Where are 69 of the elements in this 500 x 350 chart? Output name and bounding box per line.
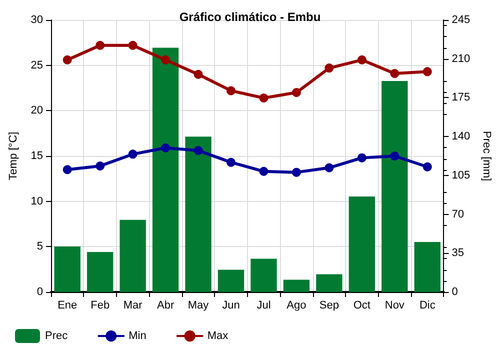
chart-title: Gráfico climático - Embu [179, 10, 321, 24]
point [324, 64, 334, 73]
y-axis-title: Temp [°C] [8, 132, 20, 180]
bar [414, 242, 440, 292]
point [292, 88, 301, 98]
bar [152, 48, 179, 292]
x-tick-label: Ene [58, 300, 78, 312]
y2-tick-label: 0 [452, 286, 458, 298]
x-tick-label: Oct [353, 300, 370, 312]
x-tick-label: Feb [90, 300, 110, 312]
y2-axis-title: Prec [mm] [480, 130, 492, 182]
bar [54, 246, 80, 292]
legend-label: Prec [45, 330, 68, 342]
x-tick-label: Dic [419, 300, 436, 312]
x-tick-label: Nov [384, 300, 405, 312]
point [62, 55, 72, 64]
y2-tick-label: 105 [452, 169, 470, 182]
x-tick-label: Sep [319, 300, 339, 312]
bar [348, 196, 376, 292]
point [357, 153, 366, 162]
x-tick-label: Mar [123, 300, 143, 312]
point [161, 143, 170, 152]
x-tick-label: May [188, 300, 210, 312]
point [226, 86, 236, 96]
point [390, 68, 400, 78]
bar [283, 280, 310, 292]
point [292, 168, 301, 177]
bar [87, 252, 114, 292]
y2-tick-label: 210 [452, 52, 470, 65]
point [128, 150, 138, 159]
y-tick-label: 10 [30, 195, 43, 208]
x-tick-label: Abr [156, 300, 174, 312]
y-tick-label: 30 [30, 14, 43, 26]
y2-tick-label: 70 [452, 208, 464, 220]
point [96, 161, 105, 170]
point [390, 152, 400, 160]
y-tick-label: 15 [30, 150, 43, 162]
bar [185, 136, 212, 292]
bar [316, 274, 342, 292]
point [422, 162, 432, 172]
point [422, 67, 432, 76]
point [259, 166, 268, 176]
point [357, 55, 366, 64]
bar [250, 258, 277, 292]
bar [218, 270, 244, 292]
point [62, 165, 72, 174]
y2-tick-label: 245 [452, 14, 470, 26]
y-tick-label: 5 [36, 240, 43, 253]
point [259, 93, 268, 102]
x-tick-label: Ago [286, 300, 306, 312]
point [161, 55, 170, 64]
legend-label: Max [207, 330, 229, 342]
x-tick-label: Jun [222, 300, 240, 312]
bar [382, 81, 408, 292]
y-tick-label: 20 [30, 104, 43, 117]
point [194, 70, 203, 79]
legend-label: Min [128, 330, 146, 342]
bar [120, 220, 146, 292]
point [194, 146, 203, 156]
x-tick-label: Jul [256, 300, 271, 312]
point [96, 40, 105, 50]
point [128, 40, 138, 50]
y-tick-label: 0 [36, 286, 43, 298]
y2-tick-label: 175 [452, 92, 470, 104]
y2-tick-label: 140 [452, 130, 470, 143]
y2-tick-label: 35 [452, 247, 464, 260]
point [324, 163, 334, 172]
point [226, 158, 236, 167]
y-tick-label: 25 [30, 59, 43, 72]
